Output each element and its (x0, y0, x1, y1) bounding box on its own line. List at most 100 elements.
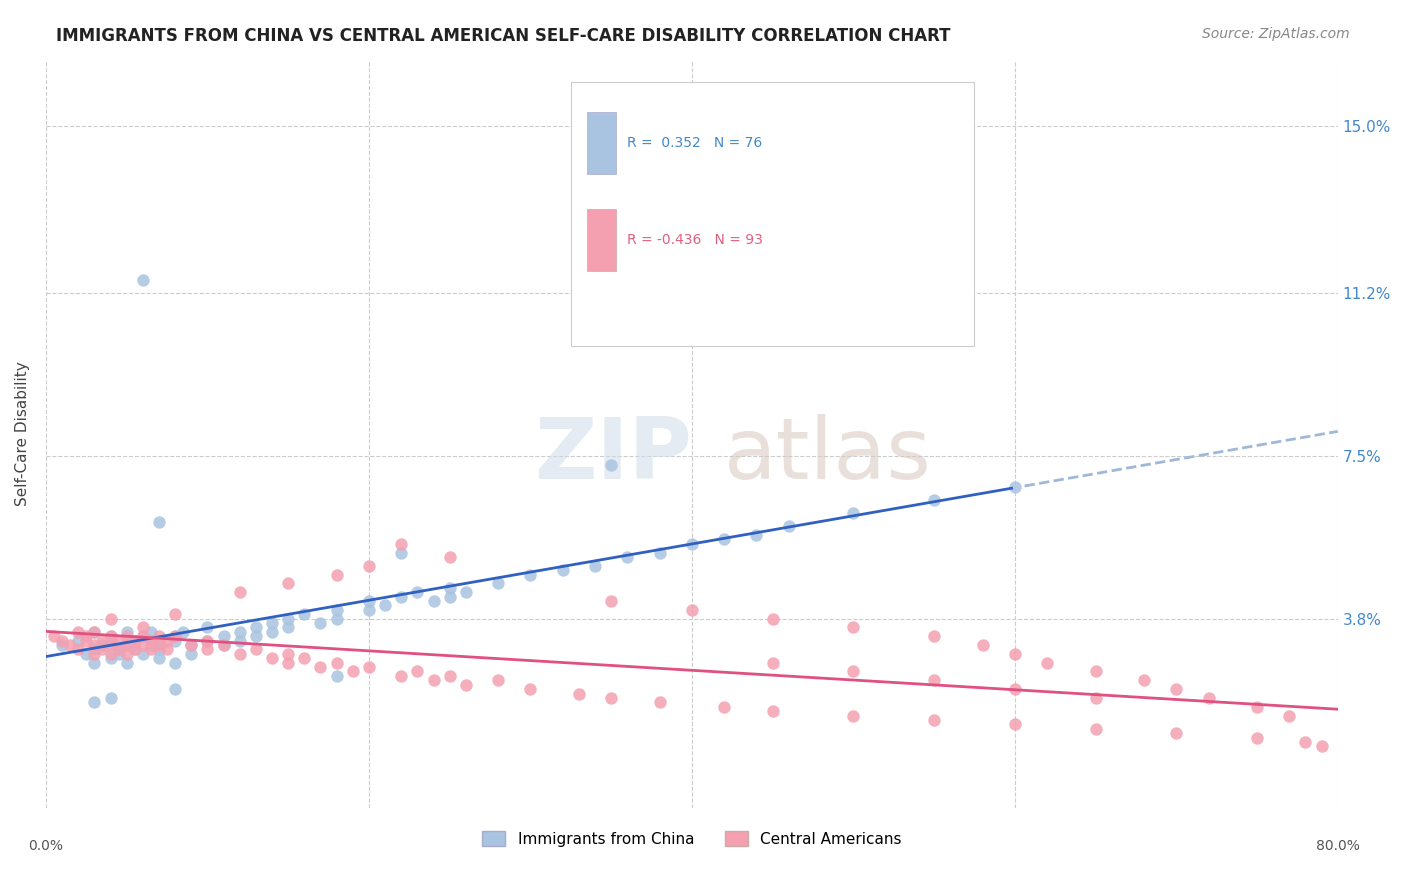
Point (600, 594, 623, 608)
Point (519, 567, 541, 582)
Point (132, 629, 155, 643)
Point (842, 620, 865, 634)
Point (59, 638, 82, 652)
Point (180, 638, 202, 652)
Point (439, 581, 461, 595)
Point (1084, 690, 1107, 705)
Point (148, 629, 170, 643)
Point (260, 624, 283, 639)
Point (762, 704, 785, 718)
Point (357, 603, 380, 617)
Point (1133, 673, 1156, 688)
Point (100, 638, 122, 652)
Point (1246, 731, 1268, 745)
Point (245, 620, 267, 634)
Point (148, 633, 170, 648)
Text: ZIP: ZIP (534, 414, 692, 497)
Point (713, 699, 735, 714)
Point (357, 660, 380, 674)
Point (1004, 682, 1026, 697)
Point (100, 690, 122, 705)
Point (180, 638, 202, 652)
Text: IMMIGRANTS FROM CHINA VS CENTRAL AMERICAN SELF-CARE DISABILITY CORRELATION CHART: IMMIGRANTS FROM CHINA VS CENTRAL AMERICA… (56, 27, 950, 45)
Point (616, 549, 638, 564)
Text: R =  0.352   N = 76: R = 0.352 N = 76 (627, 136, 762, 150)
Point (325, 612, 347, 626)
Point (406, 665, 429, 679)
Y-axis label: Self-Care Disability: Self-Care Disability (15, 361, 30, 506)
Point (325, 669, 347, 683)
Point (972, 638, 994, 652)
Point (51, 633, 73, 648)
Point (357, 594, 380, 608)
Point (374, 599, 396, 613)
Point (139, 624, 162, 639)
Text: atlas: atlas (724, 414, 932, 497)
Point (389, 546, 412, 560)
Point (229, 585, 252, 599)
Point (107, 642, 129, 657)
Point (922, 492, 945, 507)
Point (229, 647, 252, 661)
Point (165, 607, 187, 622)
Point (745, 528, 768, 542)
Point (165, 629, 187, 643)
Text: 80.0%: 80.0% (1316, 838, 1360, 853)
Point (1198, 690, 1220, 705)
Point (325, 656, 347, 670)
Point (277, 620, 299, 634)
Point (83, 638, 105, 652)
Point (1246, 699, 1268, 714)
Point (115, 624, 138, 639)
Point (132, 629, 155, 643)
Point (389, 669, 412, 683)
Point (75, 629, 97, 643)
Point (42, 629, 65, 643)
Point (277, 576, 299, 591)
Point (229, 624, 252, 639)
Point (83, 656, 105, 670)
Point (454, 585, 477, 599)
Point (486, 673, 509, 688)
Point (245, 642, 267, 657)
Point (165, 682, 187, 697)
FancyBboxPatch shape (586, 210, 616, 271)
Point (245, 629, 267, 643)
Point (115, 638, 138, 652)
Point (115, 656, 138, 670)
Point (1310, 739, 1333, 754)
FancyBboxPatch shape (571, 81, 974, 346)
Point (439, 669, 461, 683)
Point (115, 629, 138, 643)
Point (83, 642, 105, 657)
Point (212, 638, 235, 652)
Point (148, 651, 170, 665)
Point (842, 708, 865, 723)
Point (197, 633, 219, 648)
Point (260, 616, 283, 631)
Legend: Immigrants from China, Central Americans: Immigrants from China, Central Americans (477, 824, 907, 853)
Point (148, 515, 170, 529)
Point (67, 633, 90, 648)
Point (197, 620, 219, 634)
FancyBboxPatch shape (586, 112, 616, 174)
Point (922, 673, 945, 688)
Point (83, 695, 105, 709)
Point (342, 665, 364, 679)
Point (100, 651, 122, 665)
Point (681, 537, 703, 551)
Point (67, 624, 90, 639)
Point (842, 665, 865, 679)
Point (1004, 647, 1026, 661)
Point (172, 624, 194, 639)
Point (277, 656, 299, 670)
Point (83, 647, 105, 661)
Point (486, 576, 509, 591)
Point (197, 633, 219, 648)
Point (156, 633, 179, 648)
Point (277, 647, 299, 661)
Point (148, 638, 170, 652)
Point (107, 647, 129, 661)
Text: 0.0%: 0.0% (28, 838, 63, 853)
Point (107, 642, 129, 657)
